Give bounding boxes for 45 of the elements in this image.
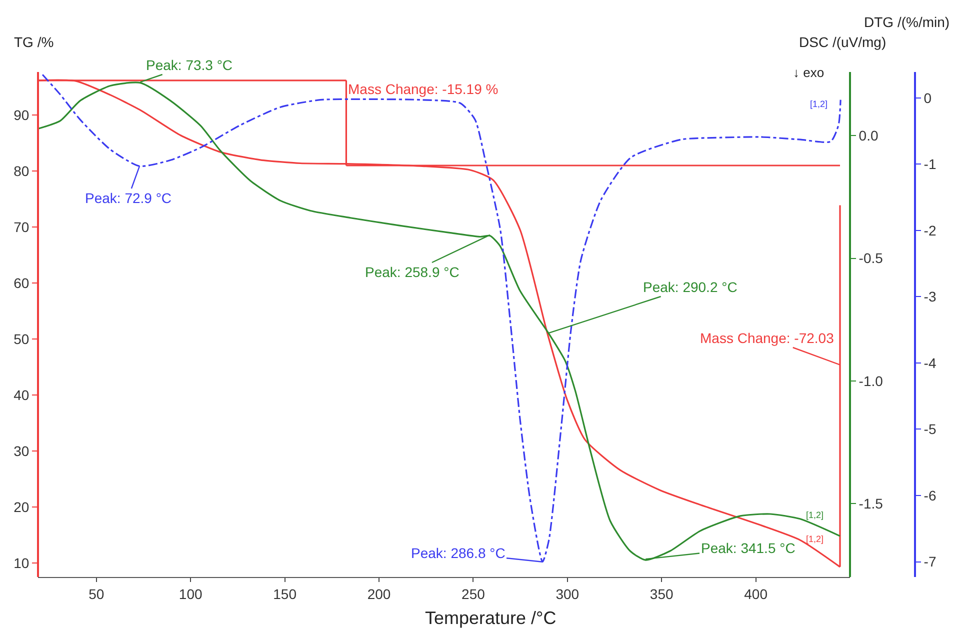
- annotation: Peak: 72.9 °C: [85, 190, 172, 206]
- annotation: Peak: 258.9 °C: [365, 264, 460, 280]
- y-axis-title: TG /%: [14, 34, 54, 50]
- annotation: Mass Change: -15.19 %: [348, 81, 498, 97]
- y2-axis-title: DSC /(uV/mg): [799, 34, 886, 50]
- y2-tick-label: -1.0: [858, 372, 884, 389]
- x-tick-label: 350: [650, 586, 674, 602]
- y3-tick-label: -7: [924, 554, 936, 570]
- y-tick-label: 30: [14, 442, 30, 459]
- y-tick-label: 60: [14, 274, 30, 291]
- y-tick-label: 20: [14, 498, 30, 515]
- y-tick-label: 80: [14, 163, 30, 179]
- y-tick-label: 40: [14, 386, 30, 403]
- y2-tick-label: -0.5: [858, 250, 884, 266]
- annotation: ↓ exo: [793, 65, 824, 80]
- y3-tick-label: -3: [924, 288, 936, 305]
- x-tick-label: 250: [462, 586, 486, 602]
- x-tick-label: 300: [556, 586, 580, 602]
- y3-tick-label: -2: [924, 222, 936, 238]
- y3-tick-label: 0: [924, 90, 932, 106]
- x-tick-label: 400: [744, 586, 768, 602]
- y2-tick-label: -1.5: [858, 495, 884, 512]
- annotation: [1,2]: [806, 534, 824, 544]
- y-tick-label: 10: [14, 554, 30, 571]
- x-axis-title: Temperature /°C: [425, 608, 556, 628]
- x-tick-label: 150: [273, 586, 297, 602]
- y-tick-label: 90: [14, 107, 30, 124]
- y3-tick-label: -6: [924, 487, 936, 504]
- y3-axis-title: DTG /(%/min): [864, 14, 950, 30]
- annotation: [1,2]: [810, 99, 828, 109]
- annotation: Peak: 341.5 °C: [701, 540, 796, 556]
- y3-tick-label: -4: [924, 354, 936, 371]
- y3-tick-label: -5: [924, 421, 936, 438]
- annotation: Mass Change: -72.03: [700, 330, 834, 346]
- x-tick-label: 200: [367, 586, 391, 602]
- x-tick-label: 50: [88, 586, 104, 602]
- annotation: Peak: 286.8 °C: [411, 545, 506, 561]
- y-tick-label: 50: [14, 330, 30, 347]
- annotation: Peak: 290.2 °C: [643, 279, 738, 295]
- y2-tick-label: 0.0: [858, 128, 878, 144]
- annotation: [1,2]: [806, 510, 824, 520]
- y-tick-label: 70: [14, 218, 30, 235]
- annotation: Peak: 73.3 °C: [146, 57, 233, 73]
- x-tick-label: 100: [178, 586, 202, 602]
- y3-tick-label: -1: [924, 156, 936, 172]
